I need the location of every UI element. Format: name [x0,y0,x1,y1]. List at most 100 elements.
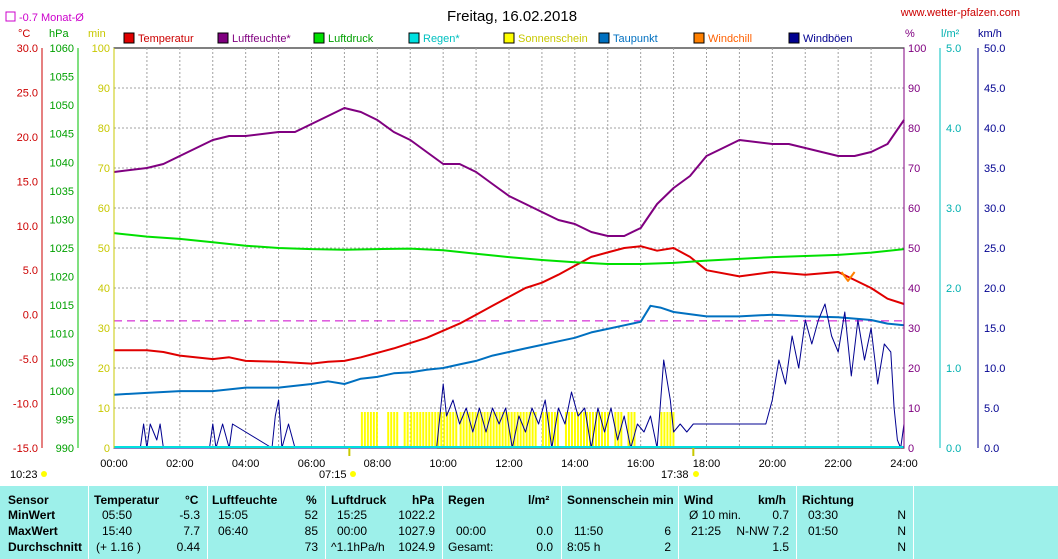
sunshine-bar [567,412,570,448]
hum-tick-label: 100 [908,43,926,55]
hum-tick-label: 30 [908,323,920,335]
rain-tick-label: 1.0 [946,363,961,375]
pressure-tick-label: 1035 [50,186,74,198]
wind-tick-label: 35.0 [984,163,1005,175]
avg-press-trend: ^1.1hPa/h [331,540,385,554]
sunshine-bar [510,412,513,448]
temp-tick-label: 20.0 [17,132,38,144]
wind-tick-label: 20.0 [984,283,1005,295]
sunshine-bar [544,412,547,448]
sunshine-bar [449,412,452,448]
legend-label: Taupunkt [613,33,658,45]
sun-tick-label: 70 [98,163,110,175]
header-hum-unit: % [306,493,317,507]
legend-label: Regen* [423,33,460,45]
header-press: Luftdruck [331,493,387,507]
pressure-tick-label: 1030 [50,214,74,226]
sunshine-bar [462,412,465,448]
sunshine-bar [360,412,363,448]
pressure-tick-label: 1040 [50,157,74,169]
sunshine-bar [669,412,672,448]
sunshine-bar [434,412,437,448]
sunshine-bar [550,412,553,448]
sunshine-bar [594,412,597,448]
legend-label: Temperatur [138,33,194,45]
sunshine-bar [387,412,390,448]
series-line [113,107,905,237]
avg-rain-val: 0.0 [536,540,553,554]
wind-tick-label: 5.0 [984,403,999,415]
temp-tick-label: 10.0 [17,221,38,233]
sunshine-bar [522,412,525,448]
wind-unit: km/h [978,28,1002,40]
sun-tick-label: 80 [98,123,110,135]
pressure-tick-label: 1025 [50,243,74,255]
wind-tick-label: 50.0 [984,43,1005,55]
sunshine-bar [422,412,425,448]
sunshine-bar [452,412,455,448]
website-label[interactable]: www.wetter-pfalzen.com [900,7,1020,19]
sunrise-sun-icon [41,471,47,477]
sunshine-bar [468,412,471,448]
temp-tick-label: 15.0 [17,176,38,188]
pressure-tick-label: 1050 [50,100,74,112]
min-dir-time: 03:30 [808,508,839,522]
temp-tick-label: -15.0 [13,443,38,455]
sunshine-bar [446,412,449,448]
hum-tick-label: 90 [908,83,920,95]
max-press-time: 00:00 [337,524,368,538]
sun-tick-label: 60 [98,203,110,215]
min-press-time: 15:25 [337,508,368,522]
sunshine-bar [627,412,630,448]
x-tick-label: 16:00 [627,458,655,470]
sunshine-bar [431,412,434,448]
sunshine-bar [474,412,477,448]
monthly-avg-label: -0.7 Monat-Ø [19,12,84,24]
pressure-tick-label: 1055 [50,72,74,84]
temp-tick-label: 0.0 [23,310,38,322]
rain-unit: l/m² [941,28,960,40]
hum-tick-label: 40 [908,283,920,295]
sunshine-bar [516,412,519,448]
pressure-tick-label: 1060 [50,43,74,55]
min-hum-time: 15:05 [218,508,249,522]
pressure-tick-label: 1000 [50,386,74,398]
wind-tick-label: 15.0 [984,323,1005,335]
legend: Temperatur Luftfeuchte* Luftdruck Regen* Son… [123,32,853,45]
sunshine-bar [480,412,483,448]
hum-tick-label: 0 [908,443,914,455]
pressure-tick-label: 1010 [50,329,74,341]
hum-unit: % [905,28,915,40]
temp-unit: °C [18,28,30,40]
x-tick-label: 24:00 [890,458,918,470]
wind-tick-label: 40.0 [984,123,1005,135]
sunshine-bar [507,412,510,448]
sun-tick-label: 0 [104,443,110,455]
sunshine-bar [425,412,428,448]
header-sun: Sonnenschein min [567,493,674,507]
sunrise-time: 10:23 [10,469,38,481]
max-press-val: 1027.9 [398,524,435,538]
pressure-unit: hPa [49,28,69,40]
sunshine-bar [396,412,399,448]
hum-tick-label: 60 [908,203,920,215]
sunshine-bar [564,412,567,448]
rain-tick-label: 5.0 [946,43,961,55]
sunshine-bar [588,412,591,448]
sunshine-bar [573,412,576,448]
series-line [113,304,905,396]
legend-label: Windböen [803,33,853,45]
max-hum-time: 06:40 [218,524,249,538]
sun-marker-2: 17:38 [661,469,689,481]
chart-grid [113,47,905,449]
max-temp-val: 7.7 [183,524,200,538]
pressure-tick-label: 990 [56,443,74,455]
sunshine-bar [477,412,480,448]
sunshine-bar [410,412,413,448]
pressure-tick-label: 1020 [50,272,74,284]
wind-tick-label: 45.0 [984,83,1005,95]
series-line [114,303,905,449]
avg-temp-val: 0.44 [176,540,200,554]
sunshine-bar [363,412,366,448]
min-wind-label: Ø 10 min. [689,508,742,522]
